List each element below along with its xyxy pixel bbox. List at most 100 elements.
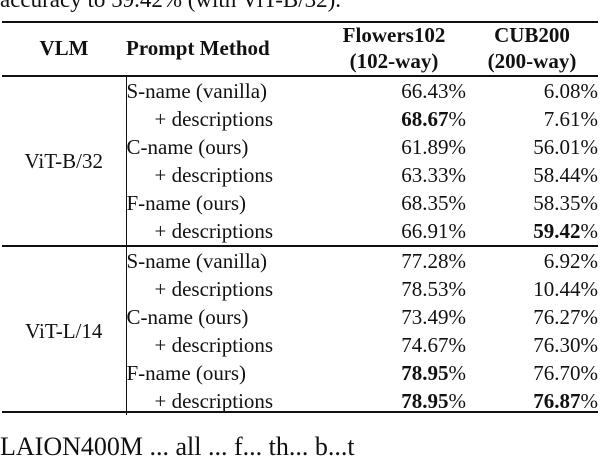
cub200-cell-percent: % <box>580 249 599 273</box>
cub200-cell-value: 76.70 <box>533 361 581 385</box>
table-row: + descriptions 74.67% 76.30% <box>2 331 599 359</box>
cub200-cell-percent: % <box>580 277 599 301</box>
flowers102-cell-value: 66.43 <box>401 79 449 103</box>
prompt-method-cell: S-name (vanilla) <box>126 245 322 275</box>
flowers102-cell-value: 61.89 <box>401 135 449 159</box>
cub200-cell-percent: % <box>580 333 599 357</box>
prompt-method-cell: S-name (vanilla) <box>126 75 322 105</box>
prompt-method-cell: + descriptions <box>154 333 274 357</box>
cub200-cell: 76.87% <box>466 387 598 415</box>
cub200-cell: 6.92% <box>466 245 599 275</box>
cub200-cell-value: 7.61 <box>543 107 581 131</box>
cub200-cell: 76.27% <box>466 303 598 331</box>
prompt-method-cell: F-name (ours) <box>126 361 247 385</box>
prompt-method-cell: F-name (ours) <box>126 191 247 215</box>
flowers102-cell: 78.95% <box>322 387 466 415</box>
cub200-cell-percent: % <box>580 107 599 131</box>
flowers102-cell-value: 78.53 <box>401 277 449 301</box>
cub200-cell-value: 56.01 <box>533 135 581 159</box>
header-prompt-method: Prompt Method <box>126 36 270 60</box>
flowers102-cell-percent: % <box>448 305 467 329</box>
flowers102-cell-value: 74.67 <box>401 333 449 357</box>
header-flowers-line2: (102-way) <box>349 49 439 73</box>
table-row: F-name (ours) 78.95% 76.70% <box>2 359 599 387</box>
table-row: + descriptions 63.33% 58.44% <box>2 161 599 189</box>
flowers102-cell-percent: % <box>448 249 467 273</box>
cub200-cell: 10.44% <box>466 275 598 303</box>
prompt-method-cell: C-name (ours) <box>126 305 249 329</box>
flowers102-cell-value: 77.28 <box>401 249 449 273</box>
flowers102-cell-value: 66.91 <box>401 219 449 243</box>
flowers102-cell: 78.95% <box>322 359 466 387</box>
flowers102-cell-percent: % <box>448 107 467 131</box>
prompt-method-cell: C-name (ours) <box>126 135 249 159</box>
vlm-cell: ViT-B/32 <box>2 75 127 246</box>
cub200-cell: 76.70% <box>466 359 598 387</box>
flowers102-cell-value: 73.49 <box>401 305 449 329</box>
cub200-cell-value: 58.44 <box>533 163 581 187</box>
flowers102-cell-value: 78.95 <box>401 361 449 385</box>
cub200-cell-percent: % <box>580 389 599 413</box>
cub200-cell: 59.42% <box>466 217 598 246</box>
table-row: + descriptions 78.95% 76.87% <box>2 387 599 415</box>
caption-fragment-top: accuracy to 59.42% (with ViT-B/32). <box>0 0 341 13</box>
cub200-cell: 58.44% <box>466 161 598 189</box>
prompt-method-cell: + descriptions <box>154 389 274 413</box>
cub200-cell-percent: % <box>580 191 599 215</box>
flowers102-cell: 74.67% <box>322 331 466 359</box>
prompt-method-cell: + descriptions <box>154 219 274 243</box>
table-row: ViT-B/32 S-name (vanilla) 66.43% 6.08% <box>2 75 599 246</box>
table-row: + descriptions 68.67% 7.61% <box>2 105 599 133</box>
flowers102-cell-percent: % <box>448 389 467 413</box>
table-row: + descriptions 66.91% 59.42% <box>2 217 599 246</box>
flowers102-cell: 61.89% <box>322 133 466 161</box>
prompt-method-cell: + descriptions <box>154 277 274 301</box>
flowers102-cell-percent: % <box>448 361 467 385</box>
cub200-cell-value: 59.42 <box>533 219 581 243</box>
results-table: VLM Prompt Method Flowers102 (102-way) C… <box>2 21 598 415</box>
flowers102-cell-percent: % <box>448 135 467 159</box>
cub200-cell-percent: % <box>580 79 599 103</box>
flowers102-cell-percent: % <box>448 219 467 243</box>
caption-fragment-bottom: LAION400M ... all ... f... th... b...t <box>0 432 355 461</box>
flowers102-cell-percent: % <box>448 79 467 103</box>
table-row: F-name (ours) 68.35% 58.35% <box>2 189 599 217</box>
table-bottom-rule <box>2 411 598 413</box>
prompt-method-cell: + descriptions <box>154 163 274 187</box>
cub200-cell-value: 58.35 <box>533 191 581 215</box>
flowers102-cell-value: 68.35 <box>401 191 449 215</box>
flowers102-cell: 66.43% <box>322 75 467 105</box>
header-flowers102: Flowers102 (102-way) <box>322 21 466 76</box>
flowers102-cell: 63.33% <box>322 161 466 189</box>
cub200-cell: 58.35% <box>466 189 598 217</box>
table-row: ViT-L/14 S-name (vanilla) 77.28% 6.92% <box>2 245 599 415</box>
flowers102-cell: 66.91% <box>322 217 466 246</box>
table-top-rule <box>2 21 598 23</box>
table-body: ViT-B/32 S-name (vanilla) 66.43% 6.08% + des… <box>2 75 599 415</box>
header-vlm: VLM <box>39 36 89 60</box>
header-cub-line2: (200-way) <box>487 49 577 73</box>
flowers102-cell-percent: % <box>448 277 467 301</box>
flowers102-cell-percent: % <box>448 333 467 357</box>
flowers102-cell: 77.28% <box>322 245 467 275</box>
flowers102-cell: 68.67% <box>322 105 466 133</box>
vlm-cell: ViT-L/14 <box>2 245 127 415</box>
flowers102-cell: 78.53% <box>322 275 466 303</box>
cub200-cell: 56.01% <box>466 133 598 161</box>
flowers102-cell: 73.49% <box>322 303 466 331</box>
cub200-cell-value: 6.92 <box>543 249 581 273</box>
flowers102-cell-value: 63.33 <box>401 163 449 187</box>
flowers102-cell-value: 78.95 <box>401 389 449 413</box>
cub200-cell-value: 10.44 <box>533 277 581 301</box>
cub200-cell-percent: % <box>580 219 599 243</box>
table-row: + descriptions 78.53% 10.44% <box>2 275 599 303</box>
cub200-cell-percent: % <box>580 361 599 385</box>
prompt-method-cell: + descriptions <box>154 107 274 131</box>
header-flowers-line1: Flowers102 <box>342 23 446 47</box>
cub200-cell-percent: % <box>580 135 599 159</box>
flowers102-cell-percent: % <box>448 163 467 187</box>
cub200-cell: 76.30% <box>466 331 598 359</box>
flowers102-cell-percent: % <box>448 191 467 215</box>
flowers102-cell: 68.35% <box>322 189 466 217</box>
table-row: C-name (ours) 61.89% 56.01% <box>2 133 599 161</box>
